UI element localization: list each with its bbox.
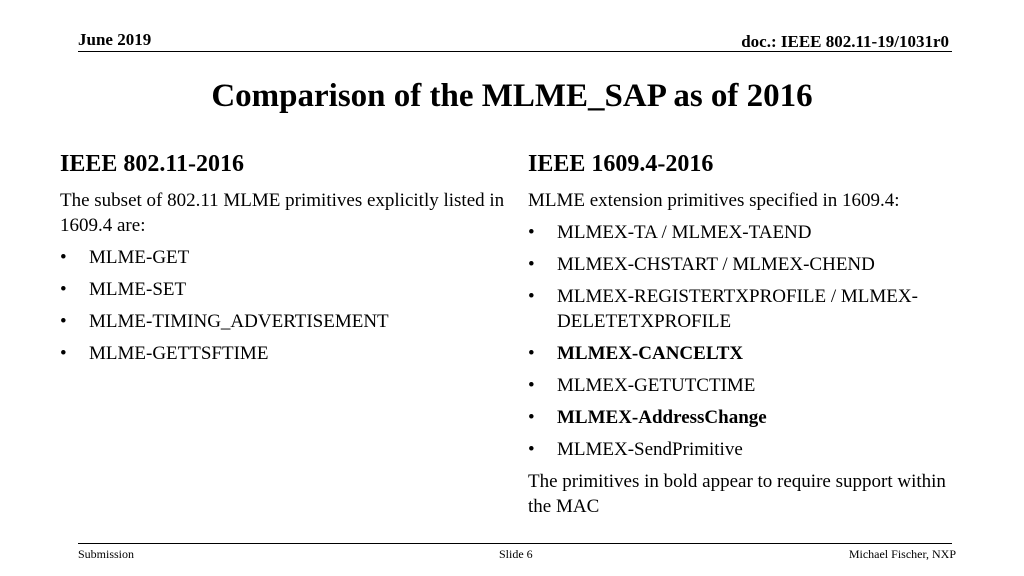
bullet-icon: • <box>528 407 535 428</box>
header-doc-id: doc.: IEEE 802.11-19/1031r0 <box>741 32 949 51</box>
list-item: • MLMEX-CHSTART / MLMEX-CHEND <box>528 252 968 277</box>
list-item: • MLMEX-TA / MLMEX-TAEND <box>528 220 968 245</box>
bullet-icon: • <box>528 375 535 396</box>
list-item-text: MLMEX-AddressChange <box>557 407 767 428</box>
list-item-text: MLMEX-SendPrimitive <box>557 439 743 460</box>
slide-title: Comparison of the MLME_SAP as of 2016 <box>211 78 813 114</box>
left-column-heading: IEEE 802.11-2016 <box>60 151 245 177</box>
right-column-note: The primitives in bold appear to require… <box>528 471 946 517</box>
left-bullet-list: • MLME-GET • MLME-SET • MLME-TIMING_ADVERTI… <box>60 245 510 366</box>
right-column-intro: MLME extension primitives specified in 1… <box>528 190 900 211</box>
footer-slide-number: Slide 6 <box>499 547 533 561</box>
list-item: • MLME-GET <box>60 245 510 270</box>
footer-submission: Submission <box>78 547 135 561</box>
bullet-icon: • <box>528 222 535 243</box>
list-item-text: MLMEX-TA / MLMEX-TAEND <box>557 222 812 243</box>
left-column-intro: The subset of 802.11 MLME primitives exp… <box>60 190 505 236</box>
list-item: • MLME-SET <box>60 277 510 302</box>
right-bullet-list: • MLMEX-TA / MLMEX-TAEND • MLMEX-CHSTART /… <box>528 220 968 462</box>
list-item: • MLME-GETTSFTIME <box>60 341 510 366</box>
bullet-icon: • <box>528 343 535 364</box>
bullet-icon: • <box>60 311 67 332</box>
footer-author: Michael Fischer, NXP <box>848 547 956 561</box>
bullet-icon: • <box>60 247 67 268</box>
list-item: • MLMEX-GETUTCTIME <box>528 373 968 398</box>
right-column-heading: IEEE 1609.4-2016 <box>528 151 714 177</box>
bullet-icon: • <box>528 286 535 307</box>
list-item-text: MLME-SET <box>89 279 187 300</box>
list-item: • MLME-TIMING_ADVERTISEMENT <box>60 309 510 334</box>
list-item-text: MLME-GET <box>89 247 190 268</box>
list-item-bold: • MLMEX-CANCELTX <box>528 341 968 366</box>
list-item: • MLMEX-REGISTERTXPROFILE / MLMEX-DELETET… <box>528 284 968 334</box>
list-item-text: MLMEX-REGISTERTXPROFILE / MLMEX-DELETETX… <box>557 286 918 332</box>
list-item-bold: • MLMEX-AddressChange <box>528 405 968 430</box>
list-item-text: MLME-GETTSFTIME <box>89 343 269 364</box>
list-item-text: MLME-TIMING_ADVERTISEMENT <box>89 311 389 332</box>
list-item: • MLMEX-SendPrimitive <box>528 437 968 462</box>
list-item-text: MLMEX-CHSTART / MLMEX-CHEND <box>557 254 875 275</box>
list-item-text: MLMEX-GETUTCTIME <box>557 375 756 396</box>
left-column: IEEE 802.11-2016 The subset of 802.11 ML… <box>60 150 510 373</box>
footer-divider <box>78 543 952 544</box>
list-item-text: MLMEX-CANCELTX <box>557 343 744 364</box>
header-date: June 2019 <box>78 30 152 49</box>
header-divider <box>78 51 952 52</box>
bullet-icon: • <box>60 343 67 364</box>
bullet-icon: • <box>528 254 535 275</box>
bullet-icon: • <box>60 279 67 300</box>
bullet-icon: • <box>528 439 535 460</box>
right-column: IEEE 1609.4-2016 MLME extension primitiv… <box>528 150 968 526</box>
